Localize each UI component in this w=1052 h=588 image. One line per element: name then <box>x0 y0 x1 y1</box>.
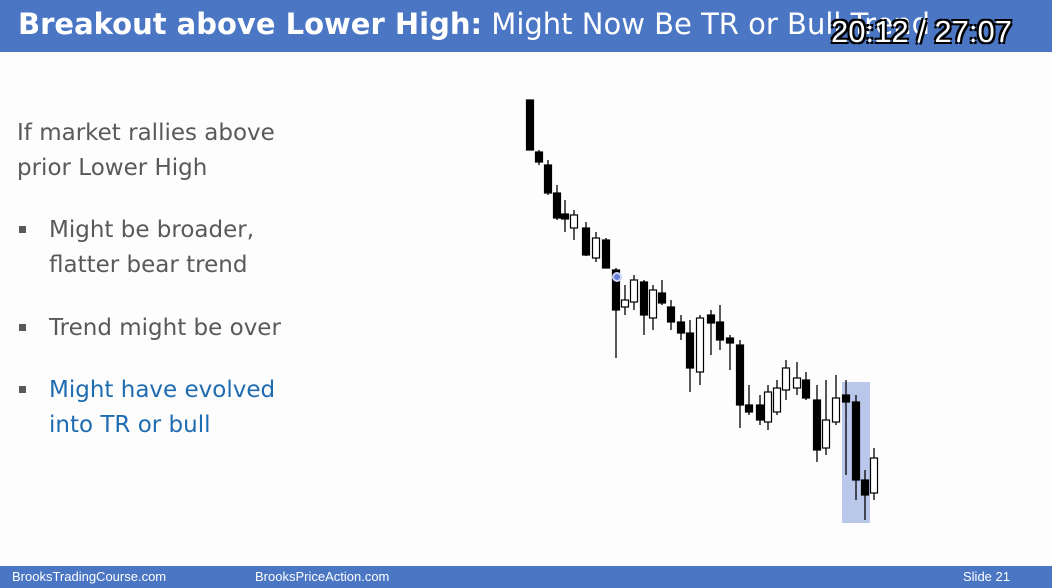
candle-body <box>629 279 639 303</box>
candle-body <box>744 404 754 413</box>
candle-body <box>755 404 765 421</box>
bullet-marker <box>19 226 26 233</box>
title-rest: Might Now Be TR or Bull Trend <box>491 7 931 41</box>
bullet-marker <box>19 386 26 393</box>
slide-number: Slide 21 <box>963 569 1010 584</box>
candle-body <box>706 314 716 324</box>
intro-line: If market rallies above <box>17 120 275 146</box>
candle-body <box>812 399 822 451</box>
candle-body <box>569 214 579 229</box>
candle-body <box>552 192 562 219</box>
candle-body <box>725 337 735 344</box>
intro-line: prior Lower High <box>17 155 208 181</box>
timestamp: 20:12 / 27:07 <box>831 14 1012 49</box>
candle-body <box>695 317 705 373</box>
candle-body <box>648 289 658 319</box>
candle-body <box>869 457 879 494</box>
candle-body <box>735 344 745 406</box>
cursor <box>612 272 622 282</box>
candle-body <box>685 332 695 369</box>
candle-body <box>581 227 591 256</box>
candle-body <box>639 281 649 316</box>
bullet-line: Might be broader, <box>49 217 255 243</box>
candle-body <box>666 306 676 323</box>
candle-body <box>525 99 535 151</box>
candle-body <box>821 419 831 449</box>
candle-body <box>676 321 686 334</box>
title-bold: Breakout above Lower High: <box>18 7 483 41</box>
candle-body <box>657 292 667 304</box>
candle-body <box>831 397 841 423</box>
bullet-line: Trend might be over <box>49 315 281 341</box>
candle-body <box>620 299 630 308</box>
footer-center: BrooksPriceAction.com <box>255 569 390 584</box>
candle-body <box>763 391 773 423</box>
bullet-line: flatter bear trend <box>49 252 248 278</box>
candle-body <box>841 394 851 403</box>
header: Breakout above Lower High: Might Now Be … <box>0 0 1052 52</box>
candle-body <box>543 164 553 194</box>
candle-body <box>611 269 621 311</box>
footer: BrooksTradingCourse.com BrooksPriceActio… <box>0 566 1052 588</box>
candle-body <box>591 237 601 259</box>
bullet-line: Might have evolved <box>49 377 276 403</box>
candle-body <box>801 379 811 399</box>
candle-body <box>781 367 791 391</box>
candle-body <box>534 151 544 163</box>
candle-body <box>792 377 802 389</box>
candle-body <box>772 387 782 413</box>
candle-body <box>715 321 725 341</box>
candle-body <box>860 479 870 496</box>
candle-body <box>601 239 611 269</box>
footer-left: BrooksTradingCourse.com <box>12 569 167 584</box>
bullet-line: into TR or bull <box>49 412 211 438</box>
bullet-marker <box>19 324 26 331</box>
candle-body <box>851 401 861 481</box>
candle-body <box>560 213 570 220</box>
